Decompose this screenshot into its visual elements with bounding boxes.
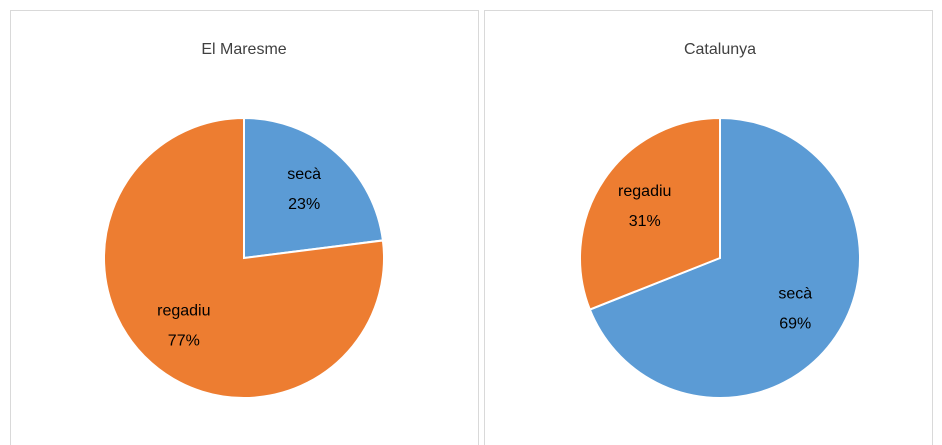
slice-label: secà: [778, 285, 812, 302]
chart-panel: El Maresme secà 23% regadiu 77%: [10, 10, 479, 445]
slice-value: 23%: [288, 196, 320, 213]
slice-label: regadiu: [157, 302, 210, 319]
slice-value: 69%: [779, 315, 811, 332]
slice-value: 31%: [629, 213, 661, 230]
slice-label: regadiu: [618, 183, 671, 200]
pie-slice: [103, 116, 385, 399]
pie-slice: [243, 116, 385, 260]
chart-title: Catalunya: [684, 41, 756, 58]
slice-value: 77%: [168, 332, 200, 349]
chart-title: El Maresme: [201, 41, 286, 58]
chart-panel: Catalunya secà 69% regadiu 31%: [484, 10, 933, 445]
pie-slice: [579, 116, 721, 311]
slice-label: secà: [287, 166, 321, 183]
pie-slice: [588, 116, 861, 399]
